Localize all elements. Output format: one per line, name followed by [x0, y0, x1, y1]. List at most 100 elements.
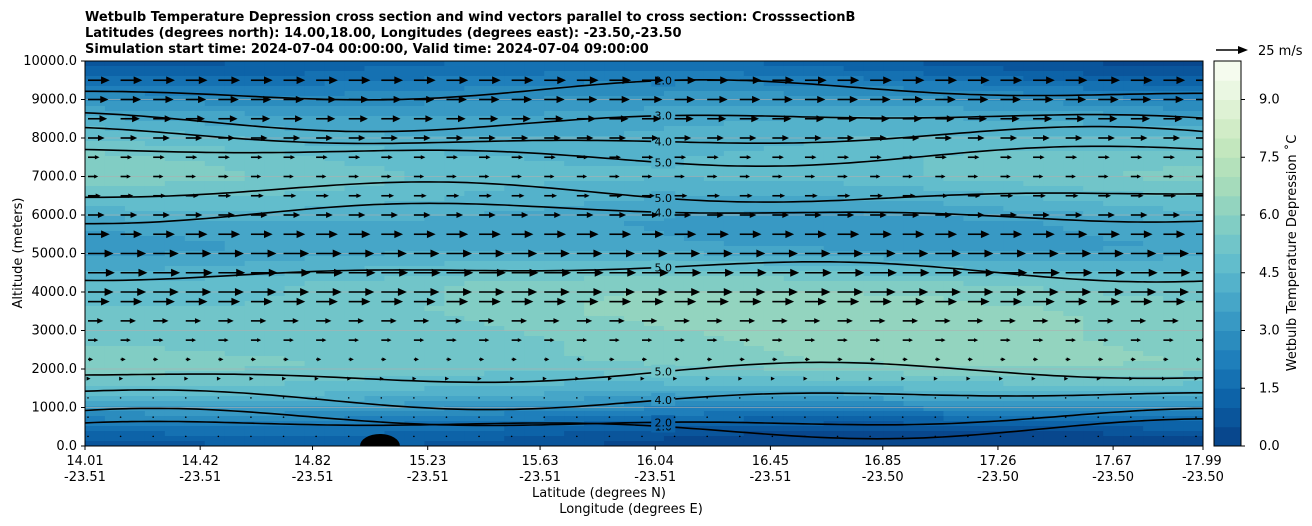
field-cell: [1023, 326, 1044, 332]
field-cell: [1143, 131, 1164, 137]
field-cell: [544, 141, 565, 147]
wind-vector: [250, 357, 257, 362]
wind-vector: [1130, 297, 1153, 306]
wind-vector: [902, 174, 913, 179]
field-cell: [1143, 356, 1164, 362]
field-cell: [284, 436, 306, 442]
field-cell: [903, 196, 925, 202]
field-cell: [1103, 131, 1124, 137]
field-cell: [843, 316, 865, 322]
field-cell: [524, 221, 545, 227]
field-cell: [723, 246, 745, 252]
field-cell: [244, 156, 266, 162]
wind-vector: [479, 318, 495, 324]
field-cell: [424, 171, 445, 177]
field-cell: [424, 101, 445, 107]
field-cell: [1163, 396, 1184, 402]
field-cell: [803, 216, 825, 222]
field-cell: [1183, 76, 1203, 82]
wind-vector: [1033, 288, 1059, 296]
wind-vector: [184, 397, 187, 399]
wind-vector: [902, 230, 925, 239]
wind-vector: [479, 115, 499, 123]
field-cell: [723, 236, 745, 242]
field-cell: [264, 331, 286, 337]
field-cell: [124, 166, 146, 172]
field-cell: [1023, 181, 1044, 187]
field-cell: [224, 126, 246, 132]
field-cell: [1043, 226, 1064, 232]
field-cell: [85, 71, 106, 77]
field-cell: [1063, 331, 1084, 337]
field-cell: [224, 236, 246, 242]
field-cell: [923, 301, 945, 307]
field-cell: [963, 291, 984, 297]
wind-vector: [739, 174, 751, 179]
field-cell: [863, 76, 885, 82]
field-cell: [244, 261, 266, 267]
field-cell: [624, 441, 645, 446]
field-cell: [604, 241, 625, 247]
field-cell: [144, 391, 166, 397]
field-cell: [703, 391, 725, 397]
field-cell: [204, 346, 226, 352]
field-cell: [284, 71, 306, 77]
field-cell: [584, 296, 605, 302]
wind-vector: [1098, 155, 1110, 160]
wind-vector: [1196, 194, 1203, 197]
field-cell: [963, 61, 984, 67]
field-cell: [723, 126, 745, 132]
field-cell: [903, 351, 925, 357]
field-cell: [164, 231, 186, 237]
field-cell: [424, 226, 445, 232]
field-cell: [703, 166, 725, 172]
field-cell: [823, 386, 845, 392]
wind-vector: [283, 135, 301, 141]
field-cell: [963, 211, 984, 217]
field-cell: [843, 131, 865, 137]
field-cell: [983, 286, 1004, 292]
field-cell: [1043, 406, 1064, 412]
field-cell: [1183, 276, 1203, 282]
field-cell: [983, 186, 1004, 192]
field-cell: [604, 146, 625, 152]
field-cell: [364, 191, 386, 197]
contour-line: [85, 389, 1203, 411]
field-cell: [963, 236, 984, 242]
field-cell: [484, 341, 505, 347]
field-cell: [683, 216, 705, 222]
field-cell: [484, 356, 505, 362]
wind-vector: [804, 288, 831, 296]
field-cell: [1183, 61, 1203, 67]
field-cell: [644, 351, 665, 357]
field-cell: [484, 246, 505, 252]
field-cell: [1043, 371, 1064, 377]
field-cell: [104, 161, 126, 167]
field-cell: [1143, 346, 1164, 352]
field-cell: [224, 396, 246, 402]
field-cell: [783, 381, 805, 387]
wind-vector: [1098, 297, 1120, 306]
field-cell: [763, 326, 785, 332]
field-cell: [663, 321, 685, 327]
field-cell: [404, 241, 425, 247]
field-cell: [424, 426, 445, 432]
wind-vector: [283, 268, 311, 277]
field-cell: [843, 371, 865, 377]
field-cell: [883, 426, 905, 432]
wind-vector: [869, 397, 871, 399]
field-cell: [803, 176, 825, 182]
wind-vector: [120, 249, 147, 258]
wind-vector: [576, 338, 588, 343]
field-cell: [504, 256, 525, 262]
wind-vector: [641, 416, 643, 418]
field-cell: [783, 151, 805, 157]
field-cell: [963, 121, 984, 127]
field-cell: [1163, 306, 1184, 312]
field-cell: [1163, 326, 1184, 332]
field-cell: [584, 321, 605, 327]
field-cell: [923, 241, 945, 247]
field-cell: [484, 121, 505, 127]
field-cell: [324, 361, 346, 367]
field-cell: [264, 441, 286, 446]
